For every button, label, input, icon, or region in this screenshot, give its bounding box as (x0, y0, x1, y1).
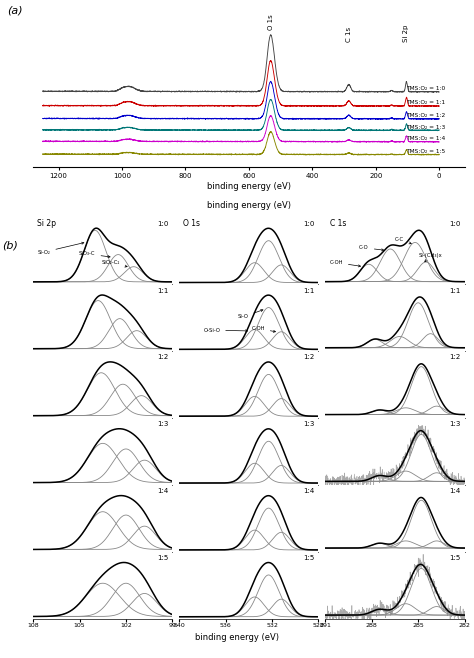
Text: 1:2: 1:2 (157, 355, 168, 361)
Text: Si 2p: Si 2p (403, 24, 410, 41)
Text: 1:2: 1:2 (303, 355, 314, 361)
Text: SiO₃-C: SiO₃-C (79, 251, 110, 258)
Text: O 1s: O 1s (268, 14, 274, 30)
Text: O 1s: O 1s (183, 219, 201, 228)
Text: TMS:O₂ = 1:4: TMS:O₂ = 1:4 (406, 136, 446, 141)
X-axis label: binding energy (eV): binding energy (eV) (207, 182, 291, 191)
Text: C-OH: C-OH (251, 326, 275, 332)
Text: 1:0: 1:0 (303, 220, 314, 227)
Text: 1:1: 1:1 (303, 288, 314, 293)
Text: Si-(CH₃)x: Si-(CH₃)x (419, 253, 442, 262)
Text: Si 2p: Si 2p (37, 219, 56, 228)
Text: 1:1: 1:1 (157, 288, 168, 293)
Text: C-OH: C-OH (329, 260, 361, 267)
Text: C 1s: C 1s (346, 26, 352, 41)
Text: 1:2: 1:2 (449, 355, 460, 361)
Text: O-Si-O: O-Si-O (203, 328, 247, 333)
Text: binding energy (eV): binding energy (eV) (207, 201, 291, 211)
Text: 1:4: 1:4 (303, 488, 314, 494)
Text: TMS:O₂ = 1:3: TMS:O₂ = 1:3 (406, 125, 446, 130)
Text: 1:3: 1:3 (157, 421, 168, 427)
Text: Si-O: Si-O (237, 309, 263, 319)
Text: TMS:O₂ = 1:0: TMS:O₂ = 1:0 (406, 86, 446, 91)
Text: 1:5: 1:5 (157, 555, 168, 561)
Text: C-C: C-C (395, 237, 411, 244)
Text: 1:0: 1:0 (449, 220, 460, 227)
Text: 1:5: 1:5 (303, 555, 314, 561)
Text: SiO₂-C₂: SiO₂-C₂ (101, 260, 127, 267)
Text: 1:3: 1:3 (303, 421, 314, 427)
Text: TMS:O₂ = 1:5: TMS:O₂ = 1:5 (406, 149, 446, 154)
Text: Si-O₂: Si-O₂ (37, 242, 84, 255)
Text: 1:1: 1:1 (449, 288, 460, 293)
Text: TMS:O₂ = 1:2: TMS:O₂ = 1:2 (406, 113, 446, 118)
Text: 1:5: 1:5 (449, 555, 460, 561)
Text: 1:0: 1:0 (157, 220, 168, 227)
Text: TMS:O₂ = 1:1: TMS:O₂ = 1:1 (406, 101, 446, 105)
Text: C-O: C-O (359, 245, 383, 251)
Text: (b): (b) (2, 240, 18, 250)
Text: 1:4: 1:4 (157, 488, 168, 494)
Text: C 1s: C 1s (329, 219, 346, 228)
Text: 1:3: 1:3 (449, 421, 460, 427)
Text: (a): (a) (7, 5, 23, 15)
Text: 1:4: 1:4 (449, 488, 460, 494)
Text: binding energy (eV): binding energy (eV) (195, 632, 279, 642)
